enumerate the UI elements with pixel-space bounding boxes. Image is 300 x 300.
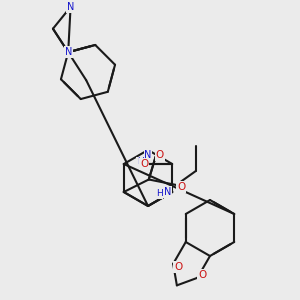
- Text: N: N: [144, 150, 152, 160]
- Text: N: N: [64, 47, 72, 57]
- Text: H: H: [136, 158, 143, 166]
- Text: O: O: [198, 270, 206, 280]
- Text: O: O: [140, 159, 148, 169]
- Text: O: O: [155, 150, 164, 160]
- Text: O: O: [174, 262, 182, 272]
- Text: H: H: [156, 190, 163, 199]
- Text: N: N: [67, 2, 74, 12]
- Text: O: O: [177, 182, 185, 192]
- Text: N: N: [164, 187, 171, 197]
